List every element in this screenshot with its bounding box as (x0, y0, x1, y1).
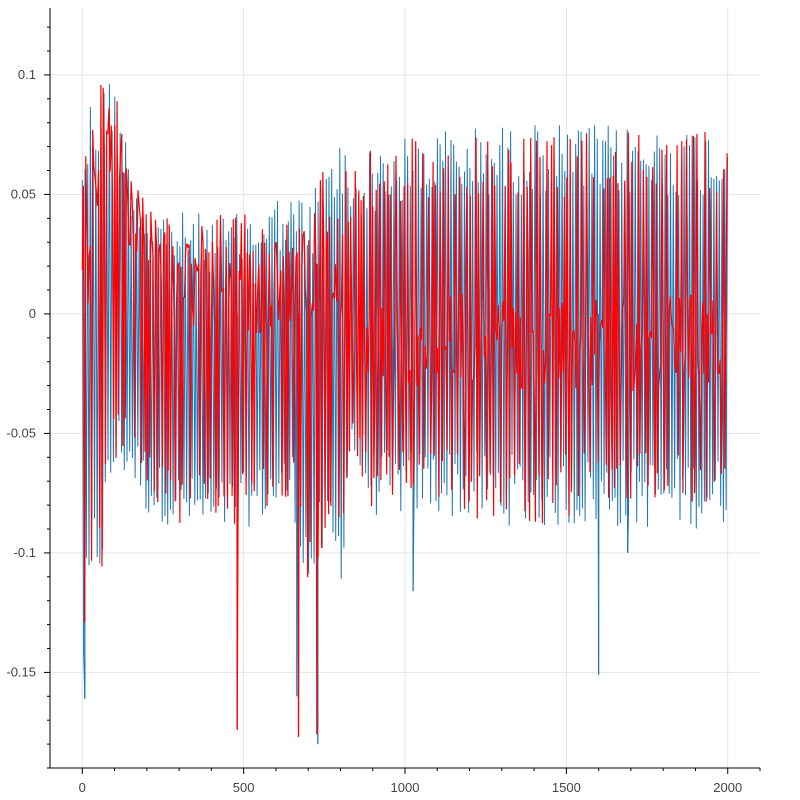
x-tick-label: 0 (79, 780, 86, 795)
y-tick-label: 0 (29, 306, 36, 321)
y-tick-label: -0.1 (14, 545, 36, 560)
y-tick-label: 0.05 (11, 186, 36, 201)
x-tick-label: 1000 (391, 780, 420, 795)
y-tick-label: -0.15 (6, 664, 36, 679)
x-tick-label: 1500 (552, 780, 581, 795)
tick-labels: 0 500 1000 1500 2000 -0.15 -0.1 -0.05 0 0.05 0.1 (6, 67, 742, 795)
x-tick-label: 2000 (713, 780, 742, 795)
y-tick-label: 0.1 (18, 67, 36, 82)
series-layer (81, 83, 728, 745)
x-tick-label: 500 (233, 780, 255, 795)
ticks (44, 26, 761, 774)
y-tick-label: -0.05 (6, 425, 36, 440)
series-line-2 (81, 84, 728, 737)
